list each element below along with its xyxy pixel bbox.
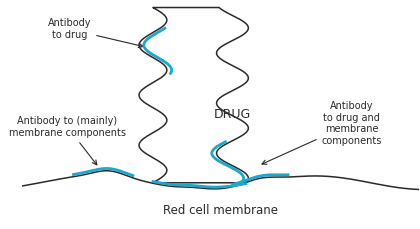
Text: Antibody to (mainly)
membrane components: Antibody to (mainly) membrane components bbox=[9, 116, 126, 165]
Text: Antibody
to drug and
membrane
components: Antibody to drug and membrane components bbox=[262, 101, 382, 164]
Text: Red cell membrane: Red cell membrane bbox=[163, 204, 278, 217]
Text: Antibody
to drug: Antibody to drug bbox=[48, 18, 143, 48]
Text: DRUG: DRUG bbox=[214, 108, 251, 121]
